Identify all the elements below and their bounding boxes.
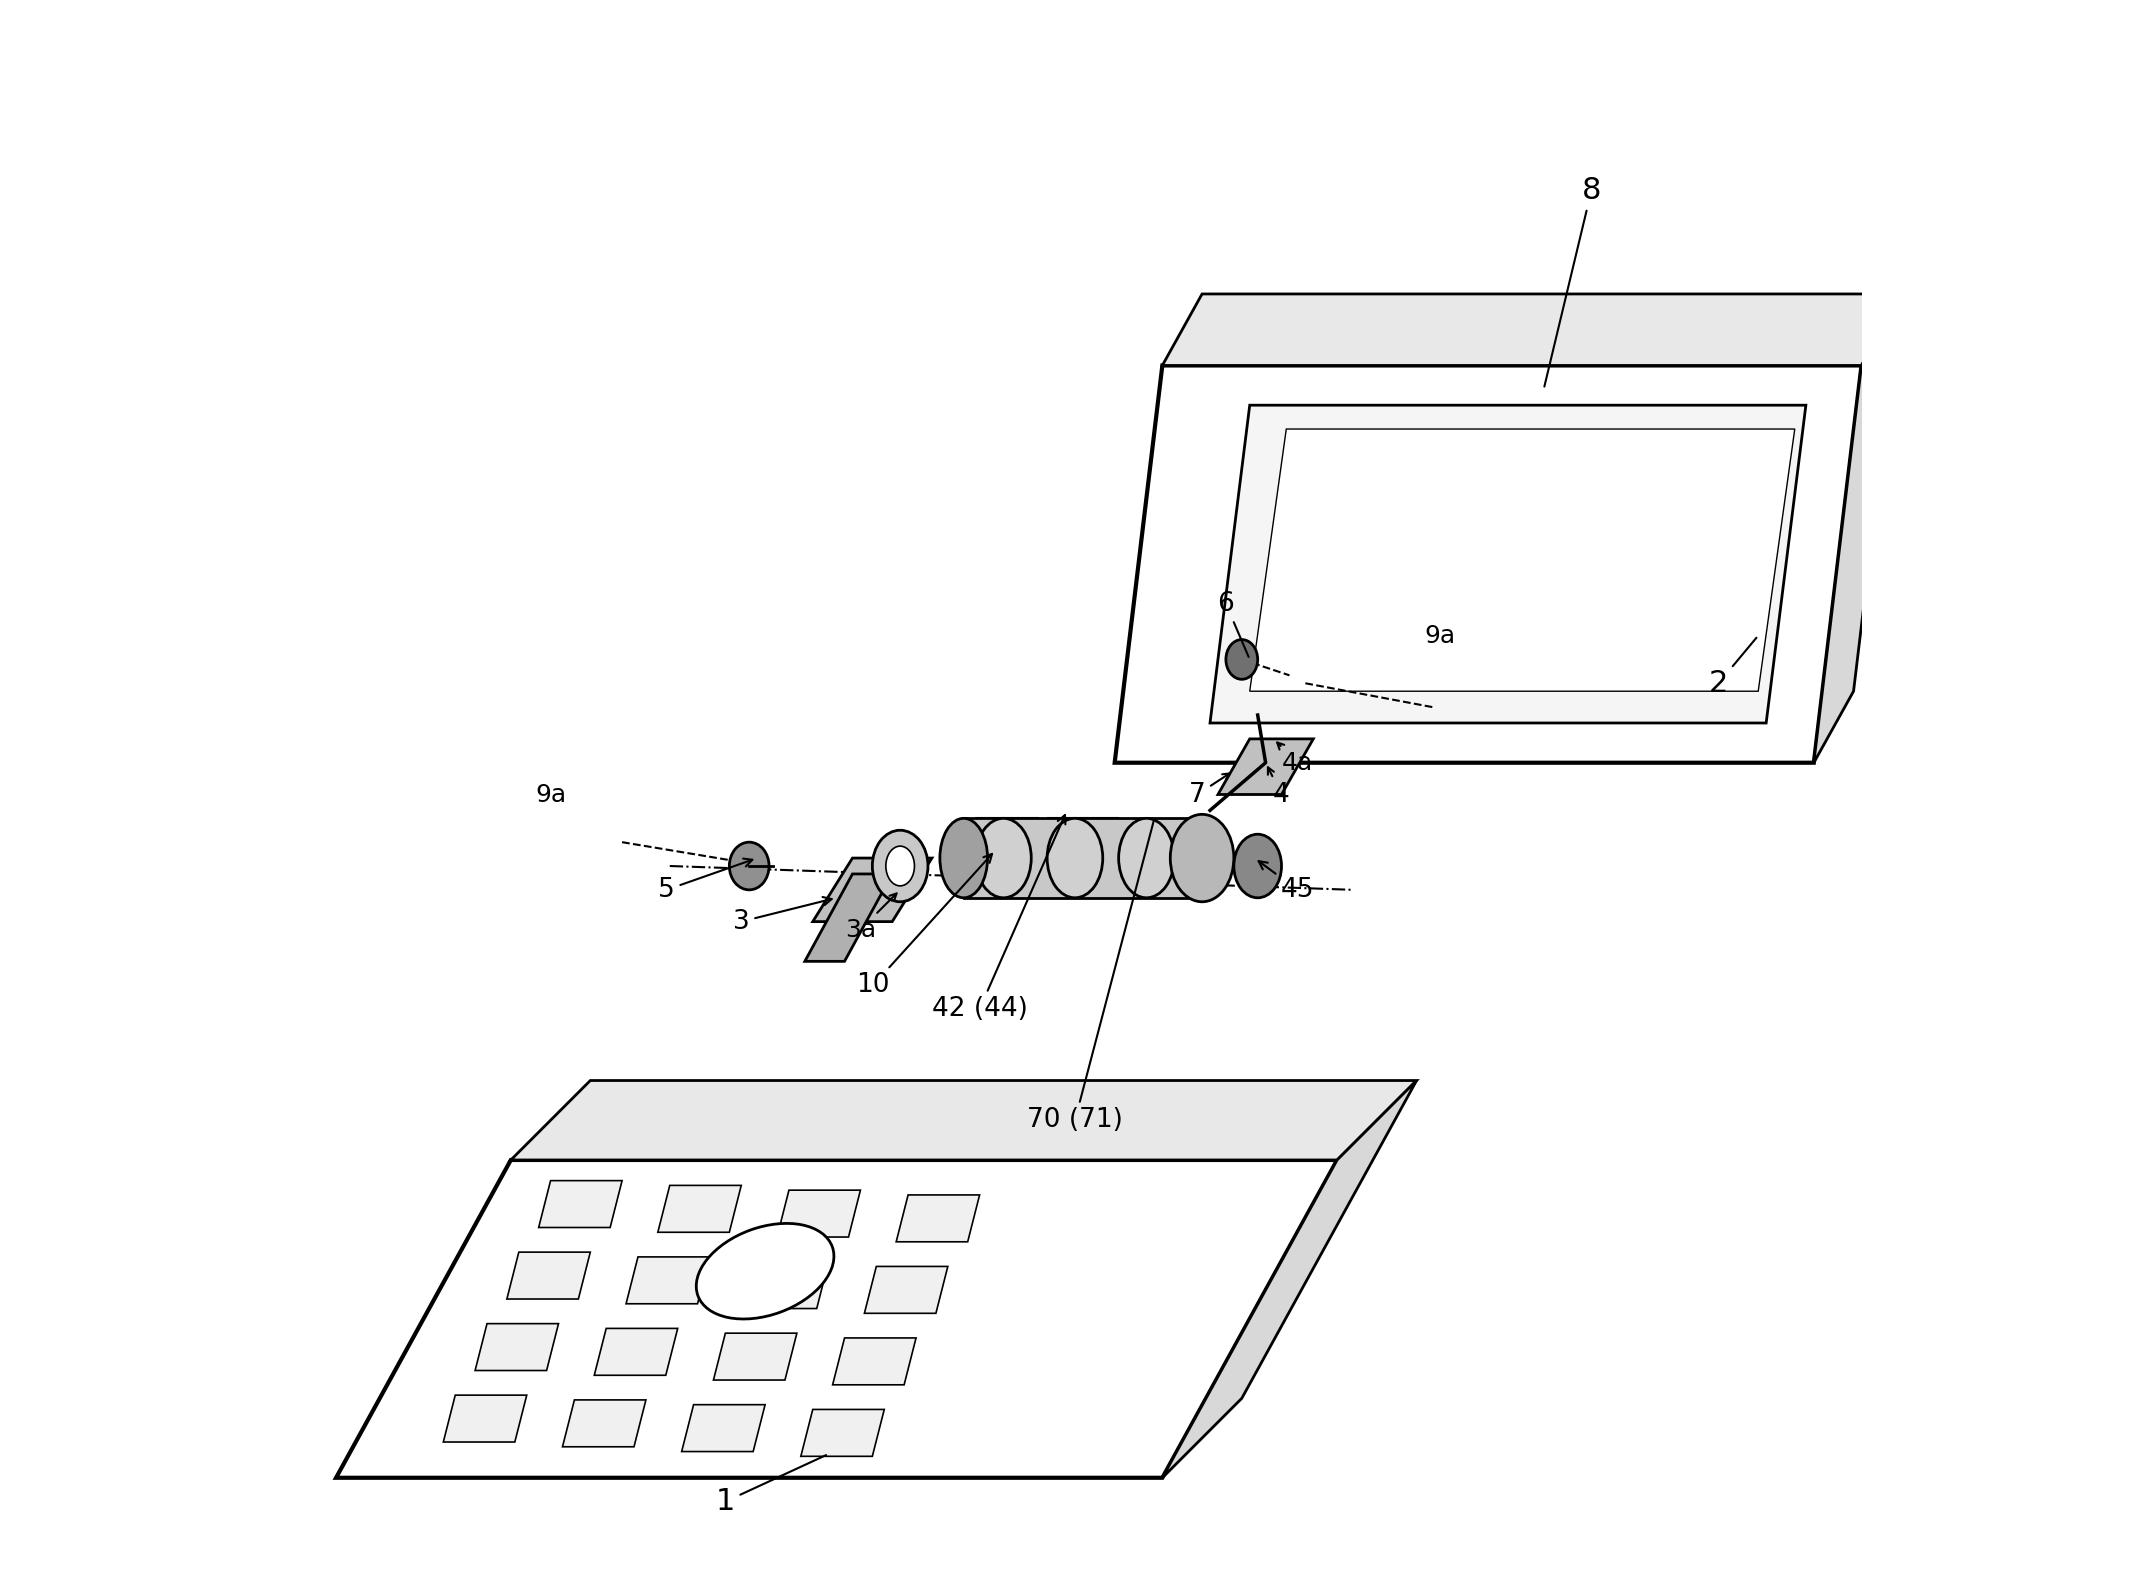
Polygon shape <box>805 874 892 961</box>
Text: 5: 5 <box>657 858 753 903</box>
Polygon shape <box>476 1324 559 1370</box>
Polygon shape <box>563 1400 647 1446</box>
Polygon shape <box>832 1338 915 1386</box>
Text: 70 (71): 70 (71) <box>1026 822 1154 1133</box>
Polygon shape <box>813 858 933 922</box>
Polygon shape <box>593 1328 679 1376</box>
Polygon shape <box>508 1252 591 1300</box>
Ellipse shape <box>1169 814 1233 901</box>
Ellipse shape <box>975 818 1031 898</box>
Text: 42 (44): 42 (44) <box>933 815 1065 1022</box>
Polygon shape <box>510 1081 1417 1160</box>
Text: 4: 4 <box>1268 767 1289 807</box>
Text: 9a: 9a <box>1426 623 1455 648</box>
Polygon shape <box>1048 818 1118 898</box>
Polygon shape <box>538 1181 623 1227</box>
Polygon shape <box>1219 739 1312 794</box>
Polygon shape <box>1114 365 1861 763</box>
Text: 3: 3 <box>732 898 832 934</box>
Polygon shape <box>864 1266 947 1313</box>
Polygon shape <box>1814 294 1901 763</box>
Polygon shape <box>777 1190 860 1236</box>
Polygon shape <box>1210 405 1805 723</box>
Ellipse shape <box>873 829 928 901</box>
Text: 10: 10 <box>856 853 992 998</box>
Polygon shape <box>657 1185 740 1233</box>
Polygon shape <box>335 1160 1338 1478</box>
Polygon shape <box>625 1257 708 1303</box>
Ellipse shape <box>730 842 768 890</box>
Polygon shape <box>896 1195 980 1243</box>
Ellipse shape <box>1225 640 1257 680</box>
Ellipse shape <box>1233 834 1283 898</box>
Polygon shape <box>800 1409 883 1456</box>
Text: 45: 45 <box>1259 861 1315 903</box>
Polygon shape <box>977 818 1039 898</box>
Text: 3a: 3a <box>845 893 896 942</box>
Polygon shape <box>681 1405 766 1452</box>
Text: 2: 2 <box>1709 637 1756 698</box>
Ellipse shape <box>939 818 988 898</box>
Text: 8: 8 <box>1545 176 1600 386</box>
Ellipse shape <box>1048 818 1103 898</box>
Ellipse shape <box>1118 818 1174 898</box>
Polygon shape <box>965 818 1201 898</box>
Text: 7: 7 <box>1189 774 1229 807</box>
Text: 4a: 4a <box>1276 742 1312 775</box>
Text: 6: 6 <box>1219 591 1248 656</box>
Polygon shape <box>1251 429 1795 691</box>
Polygon shape <box>713 1333 796 1379</box>
Text: 9a: 9a <box>536 782 566 807</box>
Ellipse shape <box>696 1224 834 1319</box>
Polygon shape <box>1163 294 1901 365</box>
Polygon shape <box>1163 1081 1417 1478</box>
Text: 1: 1 <box>715 1456 826 1516</box>
Ellipse shape <box>886 845 915 885</box>
Polygon shape <box>444 1395 527 1443</box>
Polygon shape <box>745 1262 828 1309</box>
